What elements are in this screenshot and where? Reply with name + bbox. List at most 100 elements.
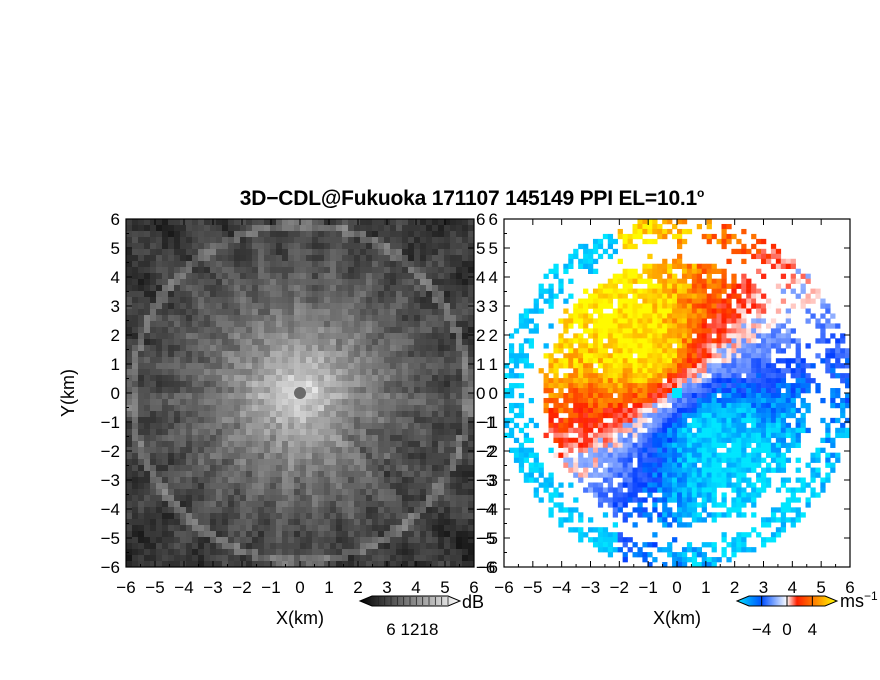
velocity-cell bbox=[627, 353, 633, 359]
snr-cell bbox=[144, 321, 151, 328]
snr-cell bbox=[138, 459, 145, 466]
velocity-cell bbox=[622, 288, 628, 294]
snr-cell bbox=[348, 351, 355, 358]
velocity-cell bbox=[662, 353, 668, 359]
snr-cell bbox=[390, 261, 397, 268]
snr-cell bbox=[306, 327, 313, 334]
velocity-cell bbox=[785, 318, 791, 324]
snr-cell bbox=[360, 369, 367, 376]
snr-cell bbox=[378, 543, 385, 550]
snr-cell bbox=[402, 267, 409, 274]
snr-cell bbox=[306, 513, 313, 520]
snr-cell bbox=[288, 519, 295, 526]
velocity-cell bbox=[627, 243, 633, 250]
velocity-cell bbox=[583, 298, 589, 304]
snr-cell bbox=[372, 483, 379, 490]
snr-cell bbox=[396, 417, 403, 424]
velocity-cell bbox=[607, 233, 614, 240]
snr-cell bbox=[174, 249, 181, 256]
snr-cell bbox=[432, 225, 439, 232]
snr-cell bbox=[342, 273, 349, 280]
snr-cell bbox=[138, 267, 145, 274]
snr-cell bbox=[294, 423, 301, 430]
snr-cell bbox=[132, 261, 139, 268]
snr-cell bbox=[264, 231, 271, 238]
velocity-cell bbox=[815, 288, 821, 294]
velocity-cell bbox=[711, 293, 717, 299]
velocity-cell bbox=[677, 353, 683, 359]
velocity-cell bbox=[602, 353, 609, 359]
snr-cell bbox=[366, 273, 373, 280]
velocity-cell bbox=[637, 303, 643, 309]
snr-cell bbox=[198, 447, 205, 454]
velocity-cell bbox=[761, 402, 767, 409]
velocity-cell bbox=[770, 368, 777, 374]
snr-cell bbox=[258, 525, 265, 532]
snr-cell bbox=[384, 477, 391, 484]
snr-cell bbox=[126, 507, 133, 514]
snr-cell bbox=[438, 501, 445, 508]
snr-cell bbox=[180, 351, 187, 358]
snr-cell bbox=[132, 237, 139, 244]
velocity-cell bbox=[711, 303, 717, 309]
snr-cell bbox=[414, 291, 421, 298]
velocity-cell bbox=[721, 393, 727, 399]
snr-cell bbox=[330, 429, 337, 436]
snr-cell bbox=[312, 531, 319, 538]
snr-cell bbox=[420, 531, 427, 538]
velocity-cell bbox=[731, 278, 737, 284]
snr-cell bbox=[414, 561, 421, 568]
snr-cell bbox=[408, 483, 415, 490]
snr-cell bbox=[342, 447, 349, 454]
velocity-cell bbox=[597, 373, 604, 379]
snr-cell bbox=[306, 387, 313, 394]
snr-cell bbox=[300, 333, 307, 340]
velocity-cell bbox=[573, 397, 579, 404]
velocity-cell bbox=[790, 288, 796, 294]
snr-cell bbox=[156, 507, 163, 514]
snr-cell bbox=[396, 435, 403, 442]
snr-cell bbox=[402, 255, 409, 262]
snr-cell bbox=[144, 417, 151, 424]
snr-cell bbox=[288, 459, 295, 466]
velocity-cell bbox=[741, 313, 747, 319]
velocity-cell bbox=[677, 378, 683, 384]
velocity-cell bbox=[677, 348, 683, 354]
velocity-cell bbox=[568, 373, 574, 379]
snr-cell bbox=[324, 471, 331, 478]
velocity-cell bbox=[637, 233, 643, 240]
snr-cell bbox=[180, 357, 187, 364]
snr-cell bbox=[336, 465, 343, 472]
velocity-cell bbox=[627, 348, 633, 354]
velocity-cell bbox=[662, 233, 668, 240]
snr-cell bbox=[348, 513, 355, 520]
snr-cell bbox=[258, 249, 265, 256]
velocity-cell bbox=[696, 353, 703, 359]
snr-cell bbox=[126, 315, 133, 322]
velocity-cell bbox=[627, 338, 633, 344]
velocity-cell bbox=[746, 363, 752, 369]
velocity-cell bbox=[672, 303, 678, 309]
snr-cell bbox=[378, 429, 385, 436]
velocity-cell bbox=[686, 343, 693, 349]
velocity-cell bbox=[642, 383, 648, 389]
velocity-cell bbox=[677, 303, 683, 309]
velocity-cell bbox=[770, 363, 777, 369]
snr-cell bbox=[240, 531, 247, 538]
snr-cell bbox=[426, 537, 433, 544]
snr-cell bbox=[180, 525, 187, 532]
velocity-cell bbox=[647, 273, 653, 279]
snr-cell bbox=[432, 381, 439, 388]
velocity-cell bbox=[701, 353, 707, 359]
velocity-cell bbox=[751, 393, 757, 399]
snr-cell bbox=[228, 351, 235, 358]
snr-cell bbox=[216, 249, 223, 256]
snr-cell bbox=[348, 429, 355, 436]
velocity-cell bbox=[761, 378, 767, 384]
snr-cell bbox=[318, 279, 325, 286]
snr-cell bbox=[402, 369, 409, 376]
velocity-cell bbox=[592, 293, 599, 299]
velocity-cell bbox=[622, 333, 628, 339]
snr-cell bbox=[126, 393, 133, 400]
snr-cell bbox=[330, 351, 337, 358]
